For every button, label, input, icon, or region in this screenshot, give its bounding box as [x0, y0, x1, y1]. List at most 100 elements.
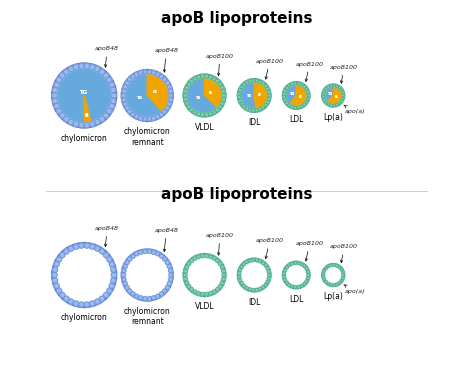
Circle shape — [262, 106, 265, 109]
Text: VLDL: VLDL — [195, 302, 214, 311]
Circle shape — [84, 122, 90, 128]
Circle shape — [107, 288, 112, 293]
Circle shape — [139, 116, 143, 120]
Text: apoB100: apoB100 — [330, 244, 358, 263]
Circle shape — [54, 82, 59, 87]
Wedge shape — [204, 78, 222, 107]
Circle shape — [238, 268, 242, 272]
Circle shape — [125, 106, 129, 110]
Circle shape — [305, 100, 308, 103]
Circle shape — [169, 273, 173, 277]
Circle shape — [125, 81, 129, 85]
Circle shape — [95, 246, 100, 251]
Circle shape — [323, 269, 326, 272]
Circle shape — [245, 286, 248, 290]
Circle shape — [56, 78, 62, 83]
Circle shape — [285, 281, 288, 284]
Text: CE: CE — [299, 95, 302, 99]
Circle shape — [303, 85, 306, 88]
Circle shape — [288, 283, 291, 286]
Circle shape — [147, 70, 152, 74]
Circle shape — [68, 120, 73, 125]
Circle shape — [167, 264, 171, 269]
Circle shape — [237, 79, 271, 112]
Circle shape — [327, 86, 330, 88]
Wedge shape — [290, 85, 307, 106]
Circle shape — [159, 74, 164, 79]
Circle shape — [126, 254, 169, 296]
Circle shape — [100, 70, 105, 74]
Circle shape — [187, 258, 222, 292]
Circle shape — [342, 94, 345, 97]
Circle shape — [305, 267, 308, 270]
Circle shape — [305, 280, 308, 283]
Circle shape — [294, 285, 297, 288]
Circle shape — [258, 108, 262, 111]
Circle shape — [300, 83, 303, 86]
Circle shape — [131, 112, 135, 117]
Circle shape — [123, 102, 127, 106]
Wedge shape — [254, 83, 267, 108]
Text: chylomicron: chylomicron — [61, 313, 108, 322]
Circle shape — [90, 121, 95, 126]
Circle shape — [291, 83, 294, 86]
Circle shape — [245, 107, 248, 110]
Circle shape — [264, 84, 267, 87]
Circle shape — [111, 93, 116, 98]
Circle shape — [266, 87, 269, 91]
Circle shape — [167, 85, 171, 89]
Circle shape — [163, 109, 167, 113]
Circle shape — [111, 272, 116, 278]
Circle shape — [325, 267, 342, 283]
Circle shape — [123, 282, 127, 286]
Circle shape — [237, 275, 241, 278]
Circle shape — [255, 288, 258, 291]
Circle shape — [209, 112, 212, 116]
Circle shape — [53, 267, 58, 272]
Circle shape — [73, 301, 79, 306]
Circle shape — [212, 290, 216, 294]
Circle shape — [184, 277, 188, 281]
Wedge shape — [84, 96, 91, 122]
Circle shape — [185, 281, 189, 285]
Circle shape — [205, 254, 209, 258]
Circle shape — [286, 85, 307, 106]
Circle shape — [185, 265, 189, 269]
Circle shape — [283, 275, 286, 278]
Circle shape — [100, 117, 105, 121]
Circle shape — [205, 74, 209, 78]
Circle shape — [221, 90, 225, 93]
Circle shape — [183, 254, 226, 296]
Circle shape — [327, 103, 330, 105]
Circle shape — [322, 84, 345, 107]
Circle shape — [288, 264, 291, 267]
Circle shape — [57, 69, 111, 122]
Circle shape — [126, 254, 169, 296]
Circle shape — [297, 106, 300, 109]
Circle shape — [103, 253, 109, 258]
Circle shape — [197, 255, 201, 259]
Wedge shape — [187, 78, 217, 113]
Circle shape — [139, 296, 143, 300]
Circle shape — [238, 89, 242, 92]
Circle shape — [333, 84, 336, 87]
Text: TG: TG — [290, 92, 295, 96]
Text: Lp(a): Lp(a) — [323, 113, 343, 122]
Circle shape — [79, 302, 84, 307]
Circle shape — [241, 262, 267, 288]
Circle shape — [248, 79, 252, 83]
Circle shape — [187, 258, 222, 292]
Circle shape — [325, 267, 342, 283]
Circle shape — [221, 269, 225, 273]
Text: TG: TG — [328, 92, 333, 96]
Circle shape — [216, 108, 219, 112]
Circle shape — [143, 249, 147, 254]
Text: CE: CE — [335, 95, 338, 99]
Circle shape — [131, 254, 135, 258]
Text: LDL: LDL — [289, 115, 303, 124]
Circle shape — [205, 292, 209, 296]
Circle shape — [187, 105, 191, 109]
Text: CE: CE — [258, 93, 262, 97]
Text: CE: CE — [209, 91, 213, 95]
Circle shape — [135, 72, 139, 76]
